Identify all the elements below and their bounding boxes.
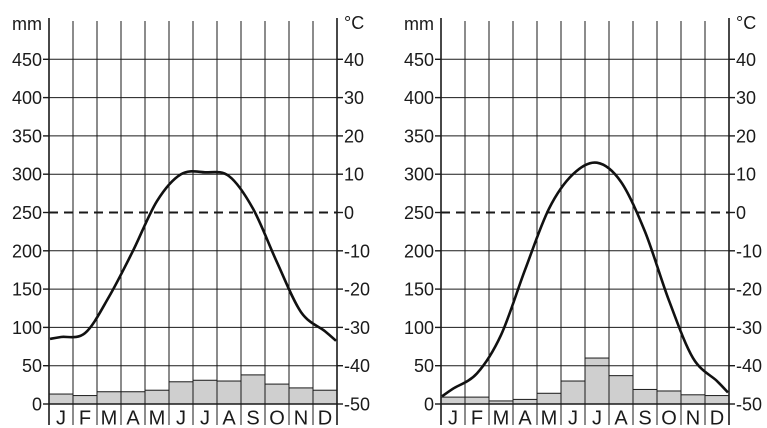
month-label: N (686, 408, 700, 428)
right-tick-label: -10 (344, 241, 370, 261)
month-label: F (471, 408, 483, 428)
left-tick-label: 250 (404, 203, 434, 223)
month-label: O (661, 408, 677, 428)
left-axis-unit: mm (404, 14, 434, 34)
month-label: D (710, 408, 724, 428)
right-tick-label: 0 (736, 203, 746, 223)
right-tick-label: 40 (344, 50, 364, 70)
precip-bar (192, 379, 218, 405)
right-tick-label: 0 (344, 203, 354, 223)
right-tick-label: -20 (344, 280, 370, 300)
left-tick-label: 100 (404, 318, 434, 338)
precip-bar (560, 380, 586, 405)
month-label: M (493, 408, 510, 428)
month-label: J (568, 408, 578, 428)
precip-bar (464, 396, 490, 405)
left-tick-label: 200 (12, 241, 42, 261)
precip-bar (536, 392, 562, 405)
left-tick-label: 200 (404, 241, 434, 261)
right-tick-label: -40 (736, 356, 762, 376)
precip-bar (584, 357, 610, 405)
month-label: J (592, 408, 602, 428)
month-label: A (126, 408, 140, 428)
right-tick-label: 30 (344, 88, 364, 108)
left-tick-label: 400 (404, 88, 434, 108)
left-tick-label: 450 (12, 50, 42, 70)
precip-bar (288, 387, 314, 405)
month-label: O (269, 408, 285, 428)
left-tick-label: 300 (12, 165, 42, 185)
chart-2: 050100150200250300350400450-50-40-30-20-… (404, 13, 762, 428)
left-tick-label: 150 (12, 280, 42, 300)
right-tick-label: -10 (736, 241, 762, 261)
left-tick-label: 350 (404, 126, 434, 146)
precip-bar (312, 389, 338, 405)
left-tick-label: 0 (424, 395, 434, 415)
month-label: J (200, 408, 210, 428)
month-label: J (448, 408, 458, 428)
month-label: S (246, 408, 259, 428)
chart-1: 050100150200250300350400450-50-40-30-20-… (12, 13, 370, 428)
month-label: A (222, 408, 236, 428)
precip-bar (680, 394, 706, 405)
right-tick-label: 40 (736, 50, 756, 70)
left-axis-unit: mm (12, 14, 42, 34)
month-label: J (56, 408, 66, 428)
precip-bar (704, 395, 730, 405)
right-tick-label: -30 (344, 318, 370, 338)
left-tick-label: 50 (414, 356, 434, 376)
right-tick-label: -20 (736, 280, 762, 300)
left-tick-label: 450 (404, 50, 434, 70)
left-tick-label: 50 (22, 356, 42, 376)
precip-bar (72, 395, 98, 405)
month-label: S (638, 408, 651, 428)
left-tick-label: 350 (12, 126, 42, 146)
month-label: A (518, 408, 532, 428)
temperature-curve (441, 161, 729, 398)
left-tick-label: 400 (12, 88, 42, 108)
precip-bar (240, 374, 266, 405)
precip-bar (440, 396, 466, 405)
precip-bar (264, 383, 290, 405)
right-tick-label: 30 (736, 88, 756, 108)
right-tick-label: -40 (344, 356, 370, 376)
right-tick-label: 10 (736, 165, 756, 185)
right-tick-label: -50 (736, 395, 762, 415)
left-tick-label: 300 (404, 165, 434, 185)
precip-bar (96, 391, 122, 405)
temperature-curve (49, 170, 337, 342)
right-tick-label: 20 (736, 126, 756, 146)
right-tick-label: -30 (736, 318, 762, 338)
month-label: M (149, 408, 166, 428)
month-label: J (176, 408, 186, 428)
right-axis-unit: °C (344, 13, 364, 33)
precip-bar (168, 381, 194, 405)
right-axis-unit: °C (736, 13, 756, 33)
month-label: M (541, 408, 558, 428)
month-label: N (294, 408, 308, 428)
precip-bar (632, 388, 658, 405)
left-tick-label: 100 (12, 318, 42, 338)
right-tick-label: -50 (344, 395, 370, 415)
precip-bar (144, 389, 170, 405)
right-tick-label: 10 (344, 165, 364, 185)
precip-bar (216, 380, 242, 405)
month-label: F (79, 408, 91, 428)
precip-bar (120, 391, 146, 405)
month-label: A (614, 408, 628, 428)
left-tick-label: 150 (404, 280, 434, 300)
month-label: M (101, 408, 118, 428)
right-tick-label: 20 (344, 126, 364, 146)
precip-bar (48, 393, 74, 405)
month-label: D (318, 408, 332, 428)
precip-bar (656, 390, 682, 405)
left-tick-label: 0 (32, 395, 42, 415)
left-tick-label: 250 (12, 203, 42, 223)
precip-bar (608, 375, 634, 405)
